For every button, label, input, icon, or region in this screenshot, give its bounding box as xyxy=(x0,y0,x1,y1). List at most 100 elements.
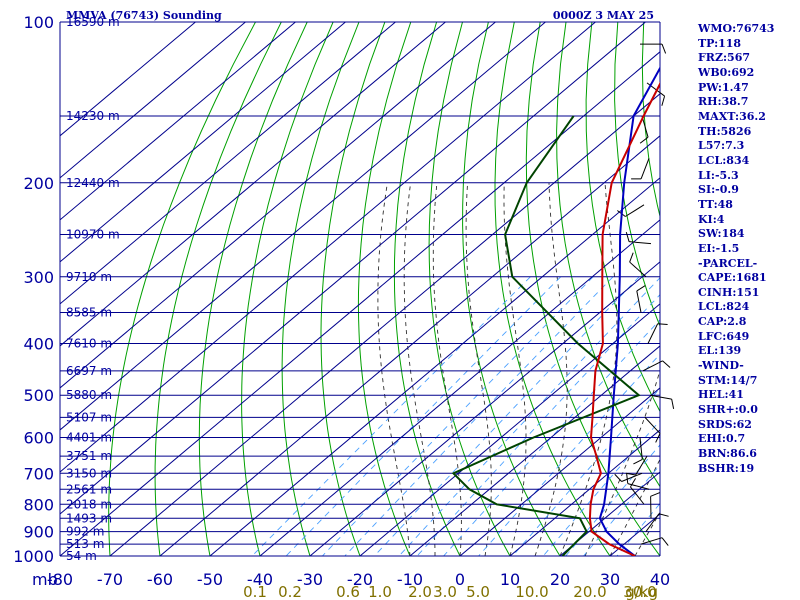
wind-barb-flag xyxy=(657,323,668,326)
sounding-index-item: BRN:86.6 xyxy=(698,447,757,461)
isotherm-line xyxy=(209,177,660,556)
pressure-unit-label: mb xyxy=(32,570,58,589)
moist-adiabat-line xyxy=(534,182,568,556)
mixing-ratio-line xyxy=(542,419,660,556)
wind-barb-flag xyxy=(630,478,636,488)
isotherm-line xyxy=(60,22,396,305)
sounding-index-item: LCL:824 xyxy=(698,300,750,314)
sounding-index-item: BSHR:19 xyxy=(698,461,755,475)
temperature-tick-label: -30 xyxy=(297,570,323,589)
mixing-ratio-label: 0.2 xyxy=(278,583,302,600)
mixing-ratio-line xyxy=(398,277,660,556)
sounding-index-item: CINH:151 xyxy=(698,285,760,299)
dry-adiabats xyxy=(108,22,800,556)
moist-adiabat-line xyxy=(432,182,462,556)
chart-title: MMVA (76743) Sounding xyxy=(66,9,222,22)
wind-barb-shaft xyxy=(645,513,660,532)
mixing-ratio-label: 30.0 xyxy=(623,583,656,600)
isotherm-line xyxy=(259,219,660,556)
dry-adiabat-line xyxy=(773,22,800,556)
sounding-index-item: FRZ:567 xyxy=(698,51,751,65)
sounding-index-item: TH:5826 xyxy=(698,124,752,138)
pressure-tick-label: 1000 xyxy=(13,547,54,566)
parcel-trace xyxy=(598,66,660,556)
wind-barb-flag xyxy=(650,492,661,497)
wind-barb-flag xyxy=(625,472,636,476)
wind-barb-shaft xyxy=(621,472,643,482)
sounding-index-item: -PARCEL- xyxy=(698,256,758,270)
sounding-index-item: EI:-1.5 xyxy=(698,241,740,255)
wind-barb-shaft xyxy=(641,115,649,138)
dry-adiabat-line xyxy=(494,22,611,556)
wind-barb-shaft xyxy=(644,417,661,434)
dry-adiabat-line xyxy=(108,22,256,556)
temperature-tick-label: -80 xyxy=(47,570,73,589)
isotherm-line xyxy=(459,387,660,556)
isotherm-line xyxy=(109,93,660,556)
isotherm-line xyxy=(509,429,660,556)
isotherm-line xyxy=(60,22,196,137)
sounding-index-item: SW:184 xyxy=(698,227,745,241)
isotherm-line xyxy=(60,22,596,473)
height-label: 2018 m xyxy=(66,497,112,511)
wind-barb-flag xyxy=(629,252,634,263)
temperature-tick-label: 40 xyxy=(650,570,670,589)
wind-barb-shaft xyxy=(630,486,645,505)
wind-barb-shaft xyxy=(640,158,650,180)
sounding-index-item: SRDS:62 xyxy=(698,417,752,431)
wind-barb-flag xyxy=(661,43,667,54)
wind-barb-flag xyxy=(662,360,671,368)
mixing-ratio-label: 2.0 xyxy=(408,583,432,600)
moist-adiabat-line xyxy=(403,182,436,556)
wind-barb-flag xyxy=(636,285,646,292)
wind-barb-shaft xyxy=(649,394,672,400)
isotherm-line xyxy=(409,345,660,556)
sounding-index-item: CAPE:1681 xyxy=(698,271,767,285)
mixing-ratio-line xyxy=(416,293,660,556)
wind-barb-flag xyxy=(655,433,661,443)
mixing-ratio-line xyxy=(344,276,614,556)
mixing-ratio-label: 5.0 xyxy=(466,583,490,600)
isotherm-line xyxy=(159,135,660,556)
isotherm-line xyxy=(60,51,660,556)
wind-barb-shaft xyxy=(636,290,642,313)
wind-barb-flag xyxy=(639,136,649,144)
sounding-index-item: KI:4 xyxy=(698,212,725,226)
sounding-index-item: WMO:76743 xyxy=(698,22,775,35)
wind-barb-shaft xyxy=(642,360,663,372)
height-label: 16590 m xyxy=(66,15,120,29)
sounding-index-item: CAP:2.8 xyxy=(698,315,747,329)
temperature-tick-label: -10 xyxy=(397,570,423,589)
wind-barb-flag xyxy=(614,473,622,482)
isotherm-line xyxy=(60,22,496,389)
sounding-index-item: SHR+:0.0 xyxy=(698,403,758,417)
height-label: 5880 m xyxy=(66,388,112,402)
wind-barb-shaft xyxy=(625,204,645,217)
sounding-index-item: HEL:41 xyxy=(698,388,744,402)
wind-barb-flag xyxy=(661,95,666,106)
moist-adiabat-line xyxy=(503,182,527,556)
profiles xyxy=(451,66,660,556)
sounding-index-item: EL:139 xyxy=(698,344,742,358)
temperature-trace xyxy=(588,81,660,556)
mixing-ratio-label: 3.0 xyxy=(433,583,457,600)
temperature-tick-label: -20 xyxy=(347,570,373,589)
sounding-index-item: WB0:692 xyxy=(698,65,755,79)
sounding-index-item: EHI:0.7 xyxy=(698,432,746,446)
temperature-tick-label: -70 xyxy=(97,570,123,589)
pressure-tick-label: 600 xyxy=(23,429,54,448)
pressure-tick-label: 100 xyxy=(23,13,54,32)
height-label: 4401 m xyxy=(66,431,112,445)
height-label: 992 m xyxy=(66,525,104,539)
isotherm-line xyxy=(60,22,546,431)
sounding-index-item: -WIND- xyxy=(698,359,744,373)
sounding-index-item: PW:1.47 xyxy=(698,80,749,94)
height-label: 3751 m xyxy=(66,449,112,463)
mixing-ratio-unit: g/kg xyxy=(625,583,658,600)
temperature-tick-label: -60 xyxy=(147,570,173,589)
sounding-index-item: LI:-5.3 xyxy=(698,168,739,182)
sounding-index-item: TT:48 xyxy=(698,197,733,211)
sounding-index-item: SI:-0.9 xyxy=(698,183,739,197)
isotherm-line xyxy=(60,22,346,263)
